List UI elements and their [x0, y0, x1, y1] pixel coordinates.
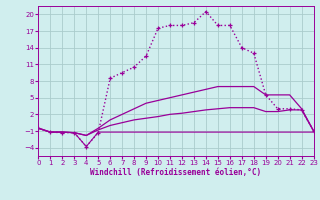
X-axis label: Windchill (Refroidissement éolien,°C): Windchill (Refroidissement éolien,°C) [91, 168, 261, 177]
